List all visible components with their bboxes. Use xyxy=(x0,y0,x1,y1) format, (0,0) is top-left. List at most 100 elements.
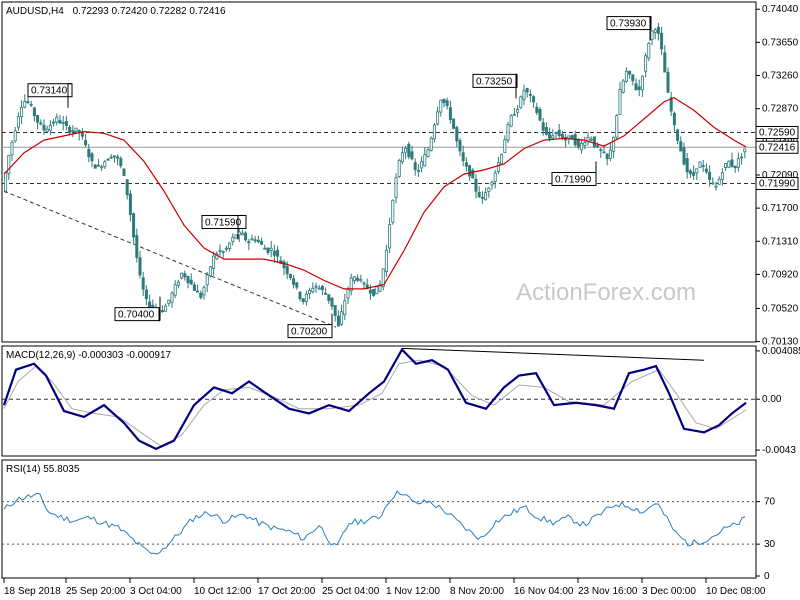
candle-body xyxy=(404,148,408,153)
candle-body xyxy=(74,127,78,132)
moving-average-line xyxy=(3,96,747,290)
macd-axis: 0.004085 0.00 -0.0043 xyxy=(2,346,800,456)
candle-body xyxy=(439,99,443,113)
candle-body xyxy=(218,249,222,252)
rsi-line xyxy=(3,490,746,555)
candle-body xyxy=(282,261,286,269)
candle-body xyxy=(176,281,180,286)
price-tick-label: 0.71700 xyxy=(762,203,799,214)
candle-body xyxy=(106,158,110,161)
candle-body xyxy=(205,274,209,286)
candle-body xyxy=(695,168,699,174)
candle-body xyxy=(583,142,587,146)
candle-body xyxy=(23,101,27,108)
candle-body xyxy=(432,124,436,140)
time-tick-label: 18 Sep 2018 xyxy=(4,586,61,597)
candle-body xyxy=(100,166,104,169)
candle-body xyxy=(196,290,200,293)
price-annotation-label: 0.71590 xyxy=(205,217,242,228)
candle-body xyxy=(116,156,120,159)
candle-body xyxy=(183,273,187,278)
candle-body xyxy=(32,107,36,117)
candle-body xyxy=(266,247,270,253)
rsi-tick-label: 70 xyxy=(764,497,776,508)
time-tick-label: 16 Nov 04:00 xyxy=(514,586,574,597)
trendline xyxy=(3,190,337,328)
candle-body xyxy=(644,55,648,72)
candle-body xyxy=(13,130,17,142)
candle-body xyxy=(426,149,430,157)
candle-body xyxy=(7,154,11,174)
candle-body xyxy=(487,187,491,192)
candle-body xyxy=(525,88,529,93)
time-tick-label: 3 Dec 00:00 xyxy=(642,586,696,597)
candle-body xyxy=(80,132,84,137)
candle-body xyxy=(45,128,49,133)
candle-body xyxy=(445,100,449,107)
level-tags: 0.72590 0.71990 0.72416 xyxy=(755,125,799,190)
candle-body xyxy=(634,83,638,91)
macd-tick-label: -0.0043 xyxy=(762,445,796,456)
candle-body xyxy=(733,165,737,169)
price-annotation-label: 0.73930 xyxy=(610,19,647,30)
candle-body xyxy=(631,74,635,82)
candle-body xyxy=(276,249,280,257)
candle-body xyxy=(308,290,312,295)
candle-body xyxy=(672,112,676,126)
time-tick-label: 10 Oct 12:00 xyxy=(194,586,252,597)
candle-body xyxy=(138,257,142,276)
level-tag-label: 0.72590 xyxy=(759,127,796,138)
candle-body xyxy=(343,300,347,316)
candle-body xyxy=(90,153,94,162)
candle-body xyxy=(61,122,65,124)
candle-body xyxy=(692,172,696,176)
candle-body xyxy=(372,288,376,296)
candle-body xyxy=(711,182,715,185)
macd-lines xyxy=(2,347,747,451)
candle-body xyxy=(679,141,683,152)
time-tick-label: 10 Dec 08:00 xyxy=(706,586,766,597)
candle-body xyxy=(71,130,75,133)
support-trendline xyxy=(3,190,337,328)
time-tick-label: 3 Oct 04:00 xyxy=(130,586,182,597)
candle-body xyxy=(192,284,196,291)
candle-body xyxy=(647,43,651,59)
candle-body xyxy=(128,193,132,215)
candle-body xyxy=(612,136,616,152)
candle-body xyxy=(624,70,628,82)
candle-body xyxy=(464,162,468,167)
candle-body xyxy=(637,86,641,90)
price-annotation-box xyxy=(27,83,73,98)
candle-body xyxy=(663,52,667,73)
candle-body xyxy=(336,315,340,327)
candle-body xyxy=(570,135,574,139)
price-annotation-box xyxy=(472,73,518,88)
candle-body xyxy=(224,247,228,250)
candle-body xyxy=(682,147,686,165)
candle-body xyxy=(688,170,692,174)
candle-body xyxy=(42,124,46,131)
candle-body xyxy=(452,118,456,129)
candle-body xyxy=(295,282,299,288)
price-tick-label: 0.73650 xyxy=(762,37,799,48)
rsi-tick-label: 30 xyxy=(764,539,776,550)
candle-body xyxy=(541,122,545,131)
candle-body xyxy=(349,277,353,292)
candle-body xyxy=(522,90,526,100)
candle-body xyxy=(656,26,660,34)
candle-body xyxy=(544,127,548,135)
candle-body xyxy=(212,255,216,269)
candle-body xyxy=(340,311,344,325)
candle-body xyxy=(698,161,702,168)
candle-body xyxy=(650,30,654,40)
candle-body xyxy=(615,115,619,138)
candle-body xyxy=(346,288,350,299)
candle-body xyxy=(119,157,123,167)
candle-body xyxy=(471,169,475,179)
candle-body xyxy=(272,250,276,256)
time-tick-label: 1 Nov 12:00 xyxy=(386,586,440,597)
candle-body xyxy=(221,251,225,253)
time-tick-label: 23 Nov 16:00 xyxy=(578,586,638,597)
candle-body xyxy=(503,139,507,154)
level-tag-box xyxy=(755,125,799,139)
